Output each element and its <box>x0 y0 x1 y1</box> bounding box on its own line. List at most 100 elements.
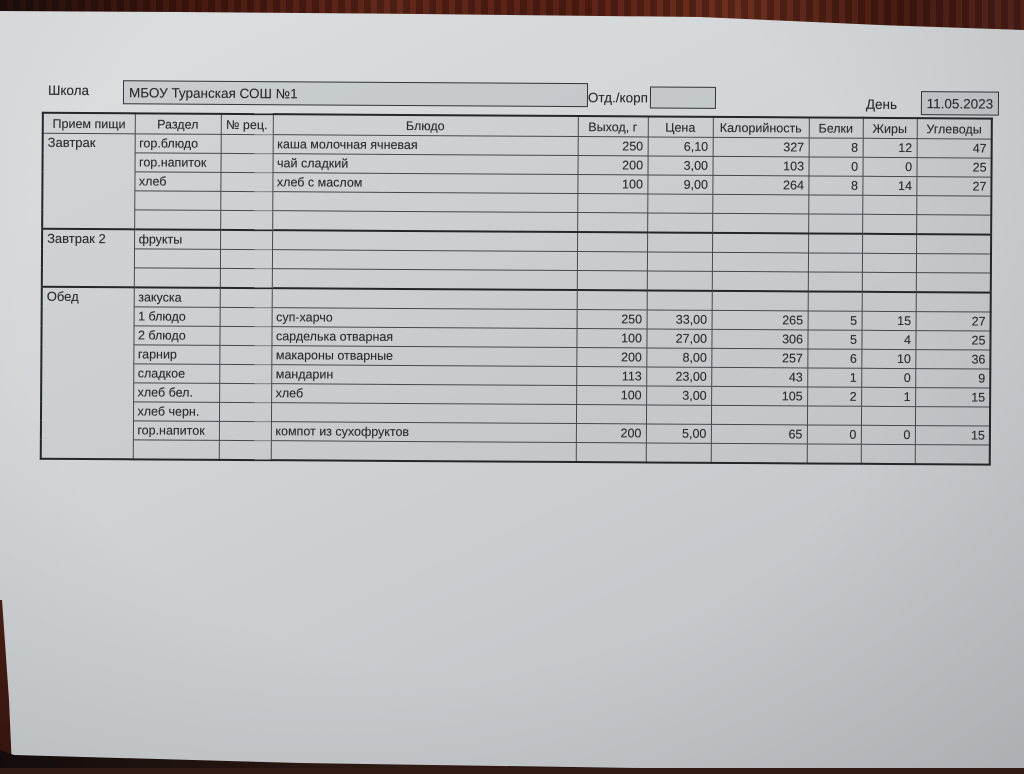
price-cell: 6,10 <box>647 136 713 157</box>
rec-cell <box>220 134 273 154</box>
protein-cell: 8 <box>808 137 863 158</box>
output-cell: 113 <box>576 366 647 386</box>
razdel-cell: сладкое <box>133 363 220 384</box>
rec-cell <box>219 287 272 308</box>
protein-cell: 0 <box>806 424 861 445</box>
protein-cell: 8 <box>808 175 863 196</box>
protein-cell: 5 <box>807 329 862 350</box>
output-cell <box>575 442 646 463</box>
razdel-cell: гор.напиток <box>134 152 221 173</box>
carbs-cell <box>915 292 991 313</box>
dish-cell <box>272 191 578 213</box>
column-header: № рец. <box>220 113 273 135</box>
fat-cell: 12 <box>862 138 917 158</box>
carbs-cell: 47 <box>916 138 992 159</box>
day-label: День <box>865 96 898 112</box>
column-header: Выход, г <box>577 116 648 137</box>
dish-cell: чай сладкий <box>272 153 578 175</box>
razdel-cell <box>133 267 220 288</box>
output-cell <box>577 193 648 213</box>
kcal-cell <box>711 252 809 272</box>
kcal-cell: 43 <box>711 367 808 387</box>
rec-cell <box>220 229 273 250</box>
output-cell: 250 <box>577 136 648 156</box>
fat-cell <box>861 253 917 273</box>
output-cell <box>575 404 647 424</box>
price-cell <box>646 251 713 272</box>
kcal-cell: 265 <box>711 310 808 330</box>
razdel-cell <box>132 439 219 460</box>
razdel-cell: 2 блюдо <box>133 325 220 346</box>
carbs-cell: 27 <box>915 311 991 332</box>
price-cell <box>647 212 713 233</box>
price-cell <box>645 442 711 463</box>
kcal-cell: 105 <box>711 386 808 406</box>
kcal-cell: 103 <box>712 156 809 176</box>
rec-cell <box>219 326 272 346</box>
column-header: Цена <box>647 116 713 138</box>
price-cell: 33,00 <box>646 309 712 330</box>
rec-cell <box>219 307 272 327</box>
carbs-cell: 15 <box>914 425 990 446</box>
kcal-cell: 264 <box>712 175 809 195</box>
rec-cell <box>220 172 273 192</box>
razdel-cell: хлеб <box>134 171 221 192</box>
fat-cell <box>862 233 917 254</box>
razdel-cell: фрукты <box>134 229 221 250</box>
fat-cell: 4 <box>861 330 916 350</box>
output-cell <box>576 251 648 271</box>
razdel-cell: гор.напиток <box>132 420 219 441</box>
carbs-cell: 25 <box>915 330 991 351</box>
price-cell: 23,00 <box>646 366 712 387</box>
meal-cell: Завтрак 2 <box>41 228 135 288</box>
razdel-cell <box>134 209 221 230</box>
meal-cell: Обед <box>40 286 134 460</box>
protein-cell: 2 <box>807 386 862 407</box>
column-header: Раздел <box>134 113 221 135</box>
carbs-cell <box>914 406 991 427</box>
rec-cell <box>219 364 272 384</box>
dish-cell <box>271 288 577 310</box>
price-cell <box>646 290 712 311</box>
carbs-cell: 36 <box>915 349 991 370</box>
protein-cell <box>807 271 862 292</box>
kcal-cell: 306 <box>711 329 808 349</box>
rec-cell <box>220 191 273 211</box>
protein-cell <box>808 213 863 234</box>
dish-cell <box>270 440 576 463</box>
protein-cell <box>806 405 862 426</box>
carbs-cell: 25 <box>916 157 992 178</box>
dish-cell: хлеб с маслом <box>272 172 578 194</box>
carbs-cell <box>914 444 990 465</box>
razdel-cell: хлеб бел. <box>133 382 220 403</box>
output-cell <box>577 232 648 252</box>
output-cell: 200 <box>575 423 646 443</box>
kcal-cell: 327 <box>712 137 809 157</box>
fat-cell: 0 <box>860 425 915 445</box>
price-cell <box>647 193 713 214</box>
dish-cell: макароны отварные <box>271 345 577 367</box>
dish-cell: каша молочная ячневая <box>272 134 578 156</box>
column-header: Жиры <box>862 117 917 139</box>
protein-cell: 1 <box>807 367 862 388</box>
protein-cell <box>808 233 863 254</box>
carbs-cell <box>916 214 992 235</box>
rec-cell <box>220 153 273 173</box>
column-header: Блюдо <box>272 114 578 137</box>
rec-cell <box>219 249 273 269</box>
razdel-cell <box>134 190 221 211</box>
fat-cell: 10 <box>861 349 916 369</box>
razdel-cell: хлеб черн. <box>132 401 220 422</box>
protein-cell <box>807 252 863 273</box>
output-cell <box>576 270 647 291</box>
day-box: 11.05.2023 <box>920 91 1000 116</box>
column-header: Калорийность <box>712 116 809 138</box>
dish-cell <box>271 249 578 271</box>
dish-cell: сарделька отварная <box>271 326 577 348</box>
protein-cell <box>806 443 861 464</box>
price-cell: 3,00 <box>647 155 713 176</box>
protein-cell <box>808 194 863 215</box>
